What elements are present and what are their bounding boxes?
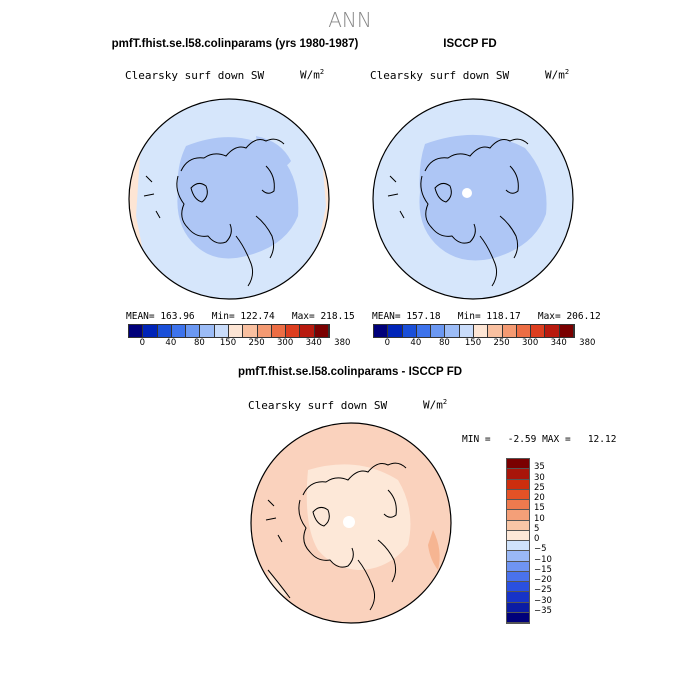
colorbar-swatch — [507, 510, 529, 521]
colorbar-swatch — [374, 325, 389, 337]
colorbar-swatch — [228, 325, 244, 337]
colorbar-swatch — [507, 530, 529, 541]
colorbar-tick-label: 300 — [277, 338, 294, 348]
colorbar-tick-label: 150 — [219, 338, 237, 348]
colorbar-swatch — [243, 325, 258, 337]
colorbar-tick-label: 40 — [410, 338, 422, 348]
obs-stats: MEAN= 157.18 Min= 118.17 Max= 206.12 — [372, 311, 601, 322]
colorbar-swatch — [507, 469, 529, 480]
colorbar-swatch — [507, 551, 529, 562]
colorbar-tick-label: 80 — [194, 338, 205, 348]
figure-title: ANN — [328, 8, 372, 32]
colorbar-tick-label: 0 — [139, 338, 145, 348]
diff-stats: MIN = -2.59 MAX = 12.12 — [462, 434, 617, 445]
colorbar-level-label: −35 — [534, 605, 552, 616]
colorbar-swatch — [416, 325, 432, 337]
colorbar-swatch — [507, 500, 529, 511]
colorbar-swatch — [473, 325, 489, 337]
colorbar-swatch — [507, 489, 529, 500]
obs-polar-map — [372, 98, 574, 300]
colorbar-swatch — [257, 325, 272, 337]
colorbar-tick-label: 300 — [522, 338, 539, 348]
colorbar-tick-label: 250 — [248, 338, 265, 348]
colorbar-tick-label: 380 — [334, 338, 351, 348]
colorbar-swatch — [186, 325, 201, 337]
colorbar-level-label: 35 — [534, 462, 545, 473]
colorbar-level-label: 30 — [534, 472, 545, 483]
colorbar-level-label: 25 — [534, 482, 545, 493]
colorbar-swatch — [507, 541, 529, 552]
colorbar-swatch — [507, 520, 529, 531]
obs-panel-title: ISCCP FD — [443, 38, 497, 50]
model-unit-label: W/m2 — [300, 68, 325, 82]
colorbar-swatch — [507, 582, 529, 593]
model-colorbar — [128, 324, 330, 338]
colorbar-swatch — [402, 325, 417, 337]
colorbar-swatch — [445, 325, 460, 337]
model-variable-label: Clearsky surf down SW — [125, 69, 265, 82]
colorbar-swatch — [559, 325, 574, 337]
colorbar-swatch — [507, 592, 529, 603]
colorbar-tick-label: 250 — [493, 338, 510, 348]
colorbar-swatch — [516, 325, 532, 337]
diff-variable-label: Clearsky surf down SW — [248, 399, 388, 412]
colorbar-swatch — [300, 325, 315, 337]
colorbar-tick-label: 340 — [550, 338, 567, 348]
colorbar-level-label: −25 — [534, 585, 552, 596]
colorbar-swatch — [507, 612, 529, 623]
diff-unit-label: W/m2 — [423, 398, 448, 412]
colorbar-swatch — [143, 325, 158, 337]
colorbar-level-label: −20 — [534, 575, 552, 585]
colorbar-level-label: −10 — [534, 554, 552, 565]
colorbar-level-label: −5 — [534, 544, 547, 555]
colorbar-level-label: −15 — [534, 564, 552, 575]
model-panel-title: pmfT.fhist.se.l58.colinparams (yrs 1980-… — [111, 38, 359, 50]
obs-colorbar — [373, 324, 575, 338]
colorbar-swatch — [545, 325, 560, 337]
model-polar-map — [128, 98, 330, 300]
colorbar-swatch — [507, 571, 529, 582]
colorbar-tick-label: 40 — [165, 338, 177, 348]
colorbar-tick-label: 340 — [305, 338, 322, 348]
colorbar-tick-label: 80 — [439, 338, 450, 348]
diff-panel-title: pmfT.fhist.se.l58.colinparams - ISCCP FD — [237, 366, 463, 378]
colorbar-level-label: 10 — [534, 513, 545, 524]
colorbar-swatch — [286, 325, 301, 337]
colorbar-swatch — [507, 479, 529, 490]
colorbar-swatch — [214, 325, 229, 337]
colorbar-swatch — [507, 459, 529, 470]
colorbar-level-label: −30 — [534, 595, 552, 606]
colorbar-level-label: 0 — [534, 534, 540, 544]
obs-unit-label: W/m2 — [545, 68, 570, 82]
colorbar-swatch — [431, 325, 446, 337]
colorbar-level-label: 15 — [534, 503, 545, 514]
colorbar-swatch — [488, 325, 503, 337]
colorbar-swatch — [157, 325, 172, 337]
colorbar-tick-label: 380 — [579, 338, 596, 348]
diff-colorbar-labels: 35 30 25 20 15 10 5 0 −5 −10 −15 −20 −25 −30 −35 — [534, 458, 574, 622]
model-stats: MEAN= 163.96 Min= 122.74 Max= 218.15 — [126, 311, 355, 322]
colorbar-swatch — [531, 325, 546, 337]
colorbar-swatch — [388, 325, 403, 337]
colorbar-swatch — [507, 602, 529, 613]
colorbar-level-label: 20 — [534, 493, 545, 503]
model-colorbar-ticks: 0 40 80 150 250 300 340 380 — [128, 338, 351, 350]
colorbar-swatch — [507, 561, 529, 572]
colorbar-tick-label: 0 — [384, 338, 390, 348]
colorbar-swatch — [314, 325, 329, 337]
colorbar-swatch — [171, 325, 187, 337]
colorbar-swatch — [502, 325, 517, 337]
colorbar-swatch — [459, 325, 474, 337]
obs-colorbar-ticks: 0 40 80 150 250 300 340 380 — [373, 338, 596, 350]
colorbar-tick-label: 150 — [464, 338, 482, 348]
colorbar-swatch — [129, 325, 144, 337]
colorbar-level-label: 5 — [534, 523, 540, 534]
diff-polar-map — [250, 422, 452, 624]
colorbar-swatch — [271, 325, 287, 337]
colorbar-swatch — [200, 325, 215, 337]
obs-variable-label: Clearsky surf down SW — [370, 69, 510, 82]
diff-colorbar — [506, 458, 530, 624]
